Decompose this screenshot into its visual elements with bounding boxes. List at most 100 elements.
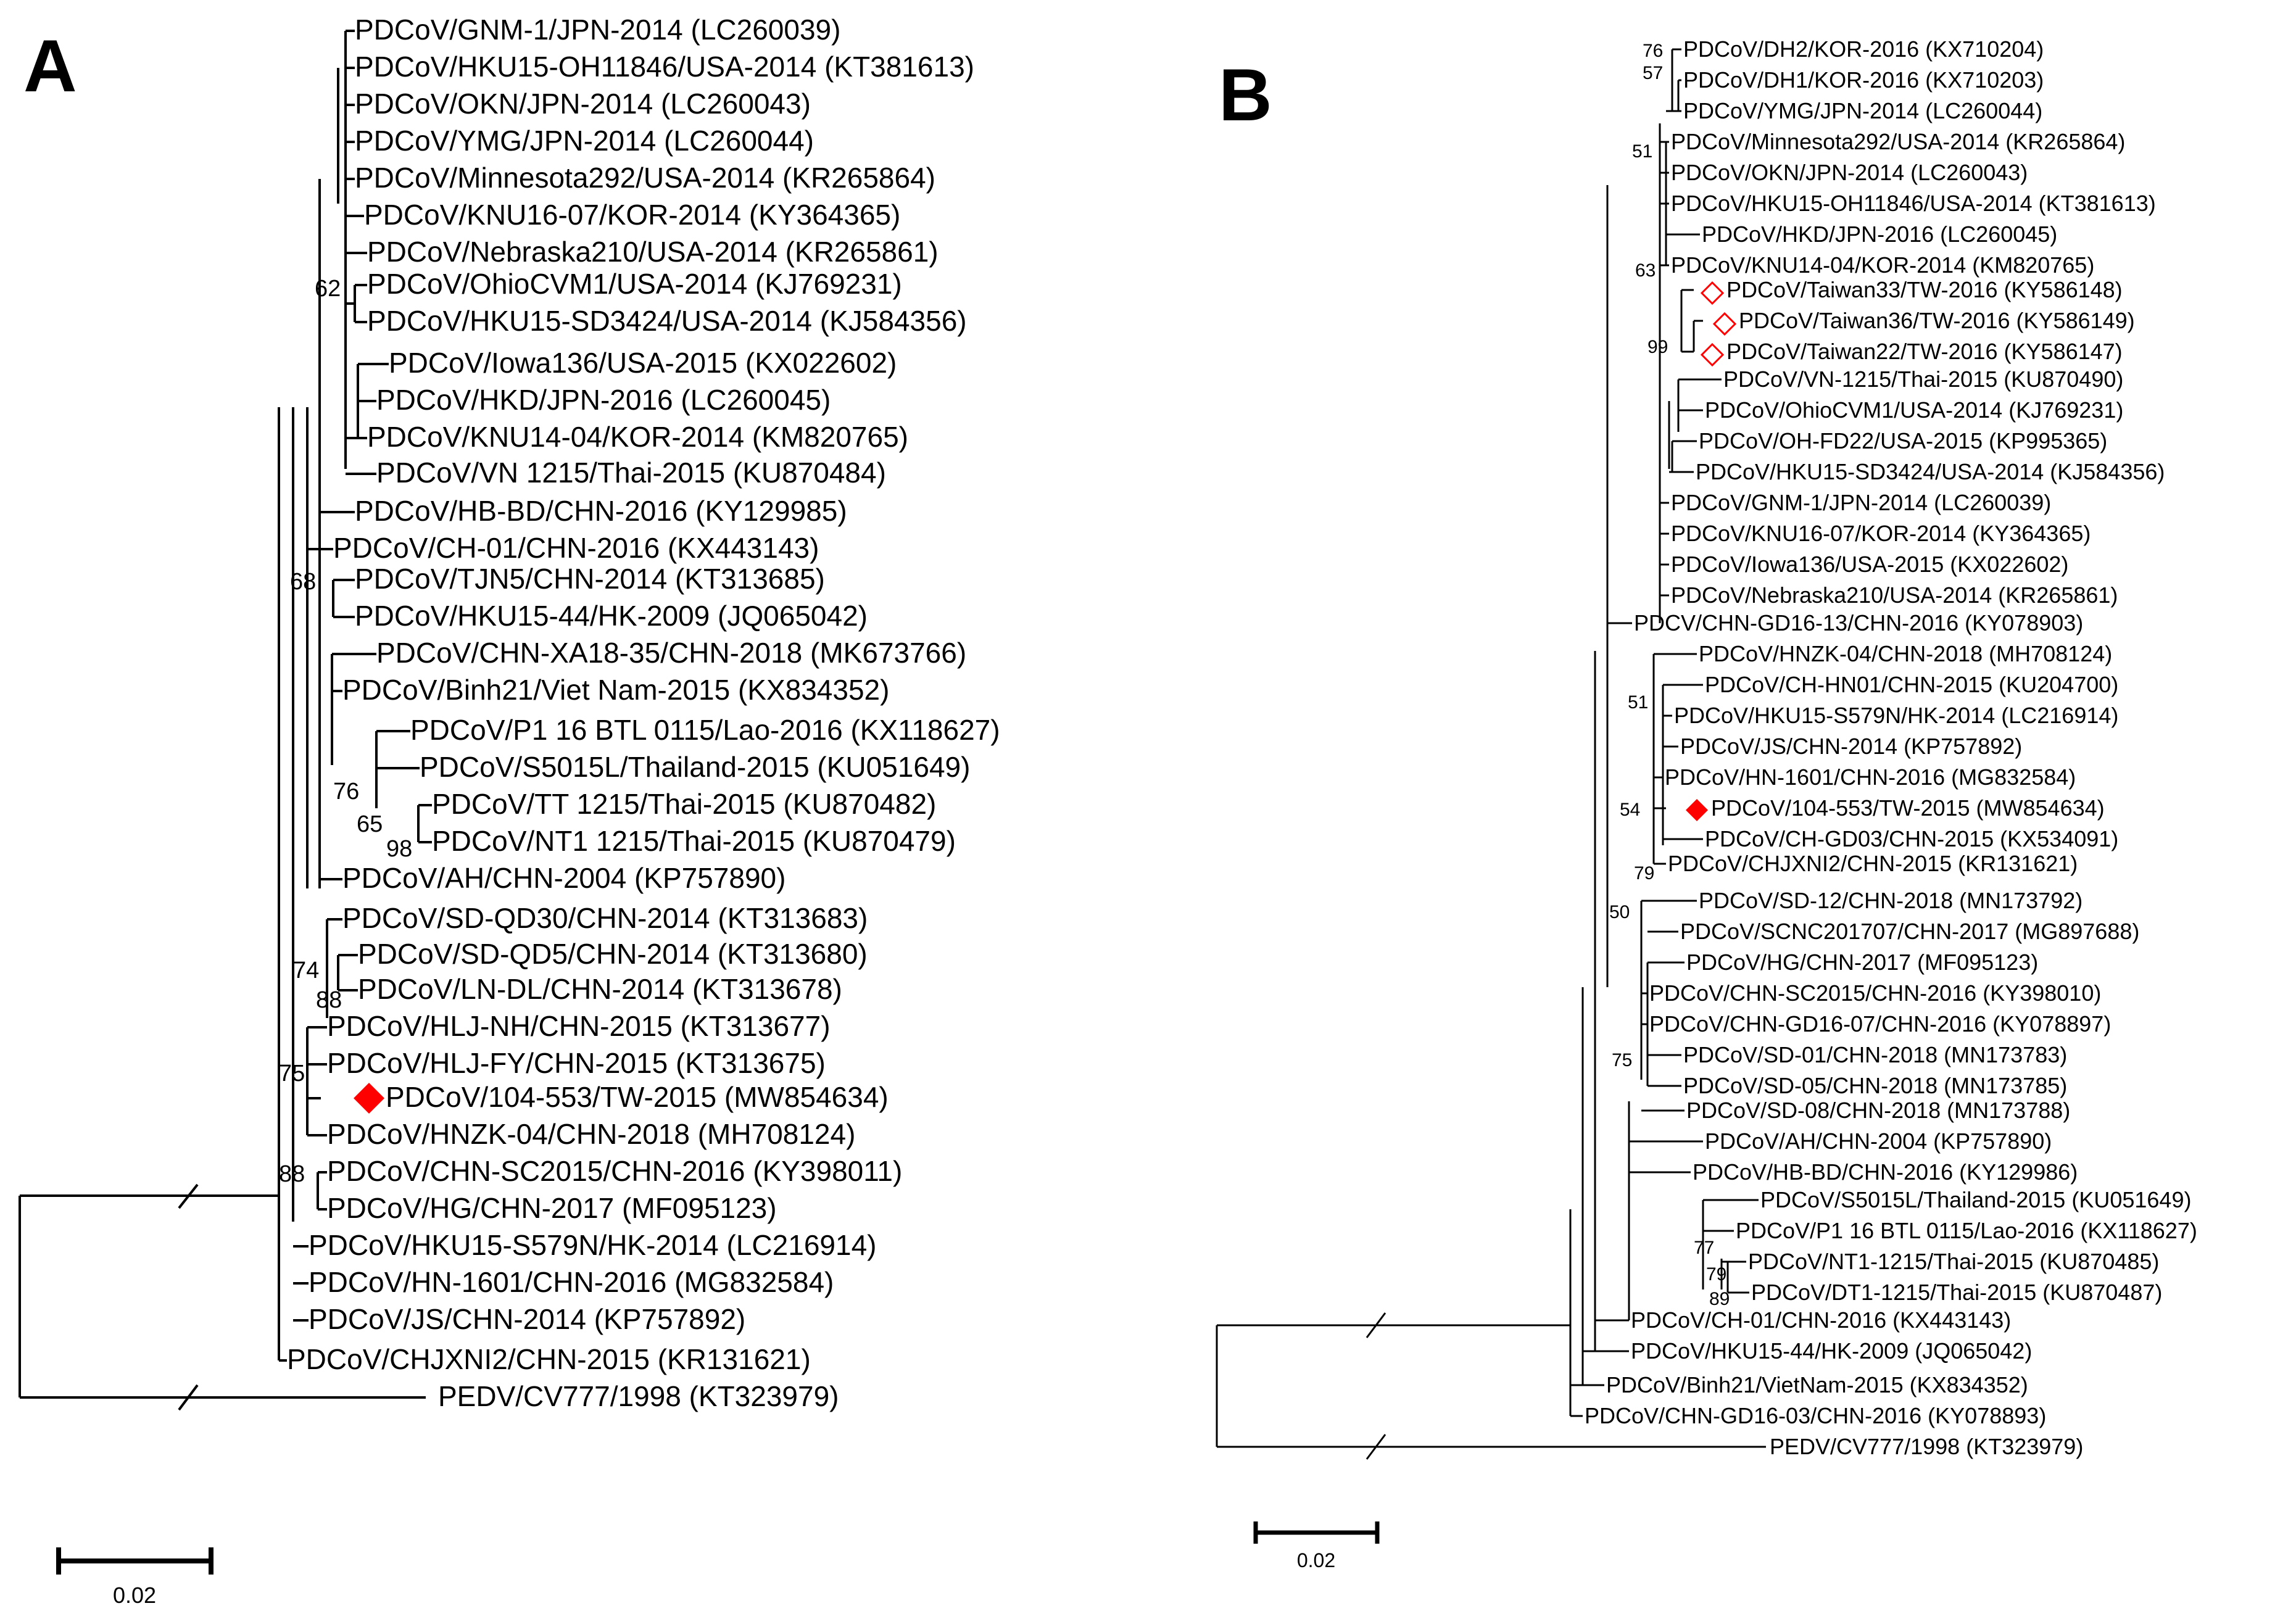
leaf-label: PDCoV/YMG/JPN-2014 (LC260044) <box>355 125 814 157</box>
leaf-label: PDCoV/Binh21/Viet Nam-2015 (KX834352) <box>342 674 889 706</box>
leaf-label: PDCoV/LN-DL/CHN-2014 (KT313678) <box>358 973 842 1005</box>
leaf-label: PDCoV/SD-01/CHN-2018 (MN173783) <box>1683 1042 2067 1067</box>
leaf-label: PDCoV/DH1/KOR-2016 (KX710203) <box>1683 67 2044 93</box>
leaf-label: PDCoV/NT1 1215/Thai-2015 (KU870479) <box>432 825 956 857</box>
leaf-label: PDCoV/CH-01/CHN-2016 (KX443143) <box>1631 1307 2011 1333</box>
open-red-diamond-icon <box>1712 312 1737 336</box>
leaf-label: PDCoV/CHJXNI2/CHN-2015 (KR131621) <box>1668 851 2078 876</box>
leaf-label: PDCoV/CHJXNI2/CHN-2015 (KR131621) <box>287 1343 811 1375</box>
leaf-label: PDCoV/OhioCVM1/USA-2014 (KJ769231) <box>1705 397 2123 423</box>
bootstrap-value: 57 <box>1643 63 1663 83</box>
leaf-label: PDCoV/CH-GD03/CHN-2015 (KX534091) <box>1705 826 2118 851</box>
leaf-label: PDCoV/VN 1215/Thai-2015 (KU870484) <box>376 457 886 489</box>
panel-b-branches <box>1216 49 1766 1460</box>
panel-a: A <box>19 14 1000 1606</box>
leaf-label: PDCoV/P1 16 BTL 0115/Lao-2016 (KX118627) <box>1736 1218 2197 1243</box>
leaf-label: PDCoV/CH-01/CHN-2016 (KX443143) <box>333 532 819 564</box>
leaf-label: PDCoV/DT1-1215/Thai-2015 (KU870487) <box>1751 1280 2162 1305</box>
leaf-label: PDCoV/AH/CHN-2004 (KP757890) <box>342 862 785 894</box>
leaf-label: PDCoV/HKU15-44/HK-2009 (JQ065042) <box>355 600 868 632</box>
leaf-label: PDCoV/OKN/JPN-2014 (LC260043) <box>1671 160 2028 185</box>
outgroup-break-top <box>178 1183 199 1209</box>
leaf-label: PDCoV/HNZK-04/CHN-2018 (MH708124) <box>1699 641 2112 666</box>
leaf-label: PDCoV/HB-BD/CHN-2016 (KY129985) <box>355 495 847 527</box>
leaf-label: PDCoV/HKU15-SD3424/USA-2014 (KJ584356) <box>1696 459 2165 484</box>
leaf-label: PDCoV/GNM-1/JPN-2014 (LC260039) <box>1671 490 2051 515</box>
panel-b-bootstrap-values: 76 57 51 63 99 51 54 79 50 75 77 79 89 <box>1609 41 1730 1309</box>
bootstrap-value: 68 <box>290 569 316 595</box>
leaf-label: PDCoV/P1 16 BTL 0115/Lao-2016 (KX118627) <box>410 714 1000 746</box>
leaf-label: PDCoV/Iowa136/USA-2015 (KX022602) <box>389 347 897 379</box>
scale-bar-label: 0.02 <box>1297 1549 1335 1571</box>
bootstrap-value: 99 <box>1647 337 1668 357</box>
leaf-label: PDCoV/Taiwan36/TW-2016 (KY586149) <box>1739 308 2135 333</box>
leaf-label: PDCoV/SCNC201707/CHN-2017 (MG897688) <box>1680 919 2139 944</box>
leaf-label: PDCoV/KNU16-07/KOR-2014 (KY364365) <box>364 199 900 231</box>
leaf-label: PDCoV/OH-FD22/USA-2015 (KP995365) <box>1699 428 2107 453</box>
leaf-label: PDCoV/CHN-SC2015/CHN-2016 (KY398011) <box>327 1155 902 1187</box>
panel-b-scale-bar: 0.02 <box>1253 1521 1380 1571</box>
bootstrap-value: 51 <box>1628 692 1648 713</box>
leaf-label: PDCoV/SD-12/CHN-2018 (MN173792) <box>1699 888 2083 913</box>
leaf-label: PDCoV/JS/CHN-2014 (KP757892) <box>309 1303 745 1335</box>
leaf-label: PDCoV/AH/CHN-2004 (KP757890) <box>1705 1128 2052 1154</box>
bootstrap-value: 50 <box>1609 902 1630 922</box>
bootstrap-value: 65 <box>357 811 383 837</box>
leaf-label: PDCoV/HKU15-OH11846/USA-2014 (KT381613) <box>355 51 974 83</box>
filled-red-diamond-icon <box>354 1083 384 1114</box>
leaf-label: PDCoV/S5015L/Thailand-2015 (KU051649) <box>1760 1187 2191 1212</box>
leaf-label: PDCoV/TJN5/CHN-2014 (KT313685) <box>355 563 825 595</box>
leaf-label: PDCoV/SD-QD30/CHN-2014 (KT313683) <box>342 902 868 934</box>
leaf-label: PDCoV/HKU15-OH11846/USA-2014 (KT381613) <box>1671 191 2156 216</box>
leaf-label: PDCoV/Iowa136/USA-2015 (KX022602) <box>1671 552 2068 577</box>
leaf-label: PDCoV/HLJ-FY/CHN-2015 (KT313675) <box>327 1047 826 1079</box>
outgroup-break-bottom <box>178 1384 199 1411</box>
leaf-label: PDCoV/CHN-SC2015/CHN-2016 (KY398010) <box>1649 980 2101 1006</box>
leaf-label: PDCoV/104-553/TW-2015 (MW854634) <box>386 1081 889 1113</box>
leaf-label: PDCoV/HN-1601/CHN-2016 (MG832584) <box>1665 764 2076 790</box>
bootstrap-value: 75 <box>279 1061 305 1087</box>
panel-b-leaf-labels: PDCoV/DH2/KOR-2016 (KX710204) PDCoV/DH1/… <box>1585 36 2197 1459</box>
panel-a-branches <box>19 31 426 1411</box>
leaf-label: PDCoV/HKU15-S579N/HK-2014 (LC216914) <box>309 1229 876 1261</box>
leaf-label: PDCoV/KNU14-04/KOR-2014 (KM820765) <box>1671 252 2094 278</box>
panel-a-letter: A <box>23 25 77 107</box>
leaf-label: PDCoV/CH-HN01/CHN-2015 (KU204700) <box>1705 672 2118 697</box>
bootstrap-value: 88 <box>316 987 342 1013</box>
bootstrap-value: 62 <box>315 276 341 302</box>
leaf-label: PDCoV/SD-05/CHN-2018 (MN173785) <box>1683 1073 2067 1098</box>
bootstrap-value: 79 <box>1634 863 1654 884</box>
leaf-label: PDCoV/Nebraska210/USA-2014 (KR265861) <box>1671 582 2118 608</box>
bootstrap-value: 98 <box>386 836 412 862</box>
leaf-label: PDCoV/NT1-1215/Thai-2015 (KU870485) <box>1748 1249 2159 1274</box>
leaf-label: PDCoV/KNU16-07/KOR-2014 (KY364365) <box>1671 521 2091 546</box>
leaf-label: PDCoV/KNU14-04/KOR-2014 (KM820765) <box>367 421 908 453</box>
leaf-label: PDCoV/HKU15-SD3424/USA-2014 (KJ584356) <box>367 305 967 337</box>
outgroup-break-top <box>1366 1312 1386 1338</box>
leaf-label: PDCoV/SD-08/CHN-2018 (MN173788) <box>1686 1098 2070 1123</box>
leaf-label: PDCoV/CHN-GD16-03/CHN-2016 (KY078893) <box>1585 1403 2046 1428</box>
bootstrap-value: 74 <box>293 958 319 983</box>
bootstrap-value: 88 <box>279 1161 305 1187</box>
open-red-diamond-icon <box>1700 281 1725 305</box>
leaf-label: PDCoV/Binh21/VietNam-2015 (KX834352) <box>1606 1372 2028 1397</box>
bootstrap-value: 51 <box>1632 141 1652 162</box>
leaf-label: PDCoV/VN-1215/Thai-2015 (KU870490) <box>1723 366 2123 392</box>
leaf-label: PDCoV/CHN-XA18-35/CHN-2018 (MK673766) <box>376 637 966 669</box>
leaf-label: PDCoV/HG/CHN-2017 (MF095123) <box>1686 950 2038 975</box>
panel-a-leaf-labels: PDCoV/GNM-1/JPN-2014 (LC260039) PDCoV/HK… <box>287 14 1000 1412</box>
leaf-label: PDCoV/HKU15-S579N/HK-2014 (LC216914) <box>1674 703 2118 728</box>
leaf-label: PDCoV/Taiwan22/TW-2016 (KY586147) <box>1726 339 2123 364</box>
bootstrap-value: 54 <box>1620 800 1640 820</box>
leaf-label: PDCoV/Minnesota292/USA-2014 (KR265864) <box>355 162 935 194</box>
leaf-label: PDCoV/Nebraska210/USA-2014 (KR265861) <box>367 236 939 268</box>
bootstrap-value: 89 <box>1709 1289 1730 1309</box>
bootstrap-value: 63 <box>1635 260 1656 281</box>
leaf-label: PDCoV/CHN-GD16-07/CHN-2016 (KY078897) <box>1649 1011 2111 1037</box>
filled-red-diamond-icon <box>1686 799 1708 821</box>
scale-bar-label: 0.02 <box>113 1583 156 1606</box>
leaf-label: PDCoV/S5015L/Thailand-2015 (KU051649) <box>420 751 970 783</box>
panel-a-leaf-ticks <box>279 30 432 1362</box>
panel-a-bootstrap-values: 62 68 76 65 98 74 88 75 88 <box>279 276 412 1187</box>
